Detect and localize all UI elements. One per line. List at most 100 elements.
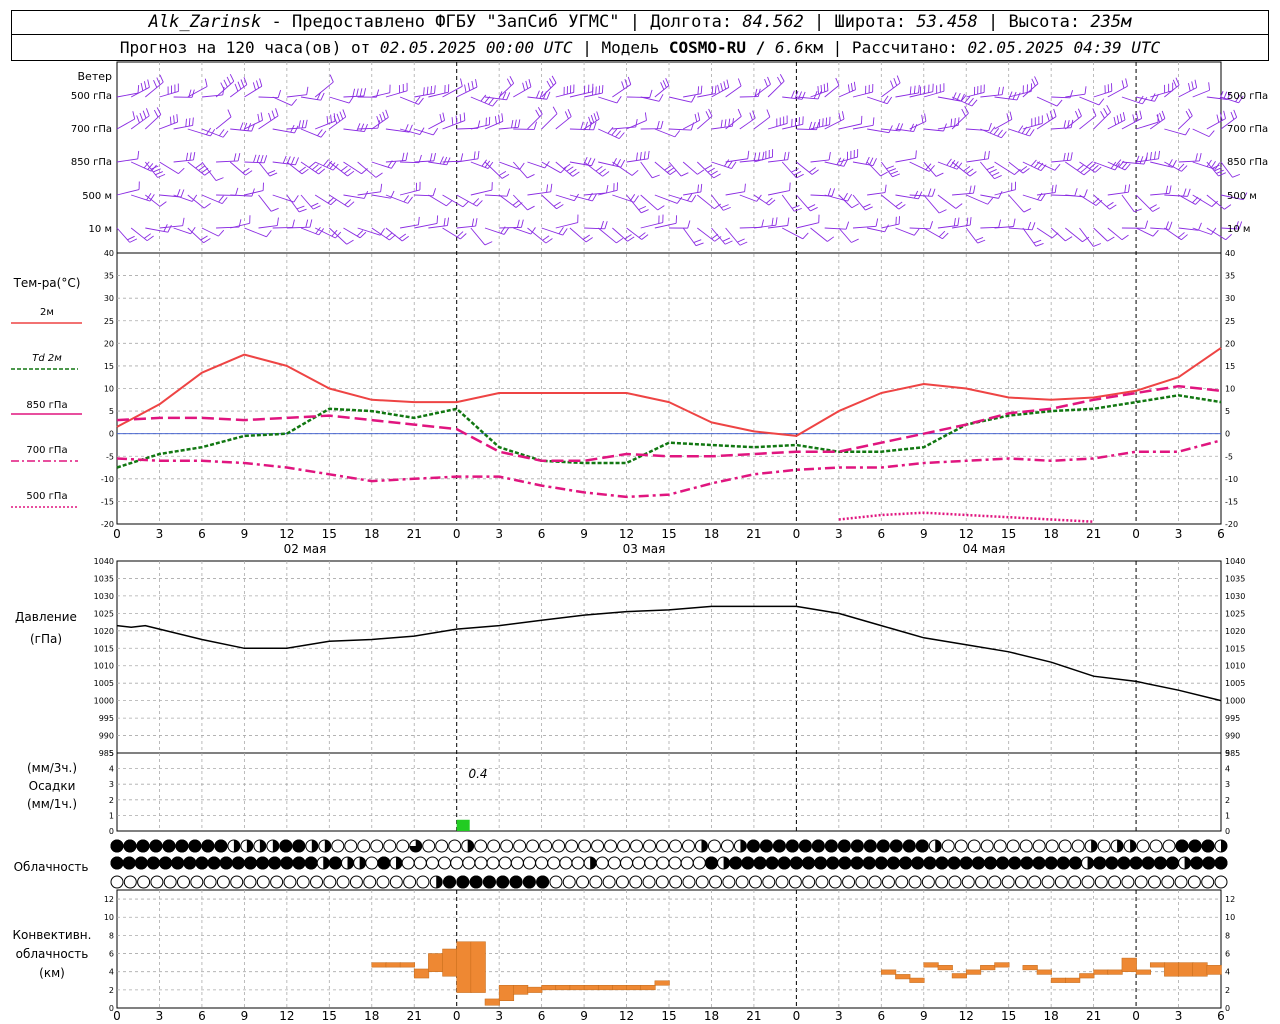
- wind-barb-feather: [913, 190, 919, 199]
- wind-barb: [994, 189, 1016, 196]
- temp-ytick-right: 10: [1225, 385, 1235, 394]
- wind-barb-feather: [473, 151, 476, 160]
- cloud-symbol: [748, 875, 762, 889]
- model-resolution: 6.6: [774, 38, 804, 57]
- cloud-symbol: [1174, 875, 1188, 889]
- wind-barb-feather: [783, 152, 786, 161]
- wind-barb-feather: [403, 195, 409, 203]
- wind-barb: [782, 227, 804, 240]
- hour-tick-label: 18: [1044, 1009, 1059, 1023]
- wind-barb: [838, 123, 862, 130]
- wind-barb-feather: [363, 191, 369, 199]
- wind-barb-feather: [969, 171, 977, 177]
- wind-barb: [952, 192, 974, 196]
- cloud-fill-half: [246, 840, 253, 852]
- wind-barb: [838, 194, 853, 209]
- cloud-symbol: [1162, 839, 1176, 853]
- wind-barb-feather: [253, 154, 257, 163]
- wind-barb-feather: [583, 156, 588, 165]
- cloud-fill-half: [233, 840, 240, 852]
- wind-barb: [682, 227, 697, 246]
- wind-barb-feather: [436, 215, 439, 224]
- wind-barb-feather: [305, 119, 308, 128]
- wind-barb-feather: [329, 74, 334, 83]
- cloud-fill-full: [983, 856, 997, 870]
- wind-barb-feather: [728, 118, 731, 127]
- wind-barb: [159, 121, 178, 130]
- wind-level-850hpa: 850 гПа: [71, 157, 112, 168]
- wind-barb-feather: [429, 153, 433, 162]
- cloud-symbol: [243, 875, 257, 889]
- temp-ytick-right: -20: [1225, 520, 1238, 529]
- wind-barb: [1079, 115, 1097, 130]
- wind-barb-feather: [616, 237, 624, 244]
- wind-barb-feather: [260, 112, 263, 121]
- wind-barb-feather: [1051, 185, 1054, 194]
- cloud-symbol: [1019, 839, 1033, 853]
- press-ytick-left: 1040: [94, 557, 114, 566]
- wind-barb-feather: [835, 77, 840, 86]
- wind-barb-feather: [552, 106, 558, 114]
- wind-barb-feather: [946, 158, 952, 166]
- wind-barb-feather: [787, 151, 790, 160]
- wind-barb: [371, 92, 390, 98]
- wind-barb-feather: [582, 234, 591, 240]
- wind-barb: [187, 86, 208, 98]
- hour-tick-label: 18: [704, 1009, 719, 1023]
- wind-barb: [867, 192, 886, 196]
- cloud-fill-half: [467, 840, 474, 852]
- wind-barb: [584, 192, 607, 196]
- wind-barb-feather: [498, 171, 507, 176]
- wind-barb-feather: [880, 171, 888, 177]
- wind-barb-feather: [1075, 110, 1079, 119]
- legend-label-t2m: 2м: [40, 307, 54, 318]
- wind-barb: [173, 159, 194, 163]
- wind-barb-feather: [1224, 204, 1232, 210]
- wind-barb: [1065, 161, 1085, 176]
- wind-barb-feather: [1150, 93, 1156, 101]
- wind-barb-feather: [203, 203, 211, 209]
- cloud-fill-full: [279, 839, 293, 853]
- cloud-title: Облачность: [14, 860, 89, 874]
- wind-barb-feather: [991, 172, 1000, 177]
- cloud-symbol: [1161, 875, 1175, 889]
- wind-barb-feather: [320, 92, 325, 101]
- cloud-fill-half: [740, 840, 747, 852]
- hour-tick-label: 3: [835, 1009, 843, 1023]
- wind-level-10m: 10 м: [89, 224, 112, 235]
- wind-barb-feather: [993, 128, 1000, 135]
- wind-barb: [654, 222, 677, 229]
- wind-barb: [555, 116, 572, 130]
- cloud-symbol: [908, 875, 922, 889]
- wind-barb: [258, 115, 279, 130]
- cloud-symbol: [370, 839, 384, 853]
- wind-barb-feather: [198, 165, 206, 171]
- wind-barb-feather: [801, 91, 806, 100]
- wind-barb-feather: [697, 184, 699, 193]
- precip-ytick-left: 5: [109, 749, 114, 758]
- temp-ytick-left: 35: [104, 272, 114, 281]
- hour-tick-label: 21: [1086, 1009, 1101, 1023]
- wind-barb: [597, 227, 617, 244]
- wind-barb-feather: [460, 78, 463, 87]
- cloud-symbol: [775, 875, 789, 889]
- cloud-symbol: [486, 856, 500, 870]
- wind-barb-feather: [952, 92, 957, 100]
- wind-barb: [711, 87, 729, 98]
- wind-barb-feather: [567, 109, 572, 117]
- wind-barb-feather: [662, 80, 667, 88]
- wind-barb-feather: [296, 205, 305, 210]
- wind-level-10m-right: 10 м: [1227, 224, 1250, 235]
- wind-barb-feather: [592, 193, 597, 202]
- convective-bar: [1065, 977, 1081, 983]
- wind-barb-feather: [717, 84, 720, 93]
- wind-barb-feather: [779, 74, 785, 82]
- wind-barb-feather: [408, 124, 413, 133]
- wind-barb-feather: [451, 117, 454, 126]
- wind-barb-feather: [886, 165, 895, 170]
- wind-barb: [1079, 161, 1096, 173]
- convective-bar: [484, 998, 500, 1006]
- precip-title: Осадки: [29, 779, 76, 793]
- temp-ytick-left: -20: [101, 520, 114, 529]
- wind-barb-feather: [271, 110, 275, 119]
